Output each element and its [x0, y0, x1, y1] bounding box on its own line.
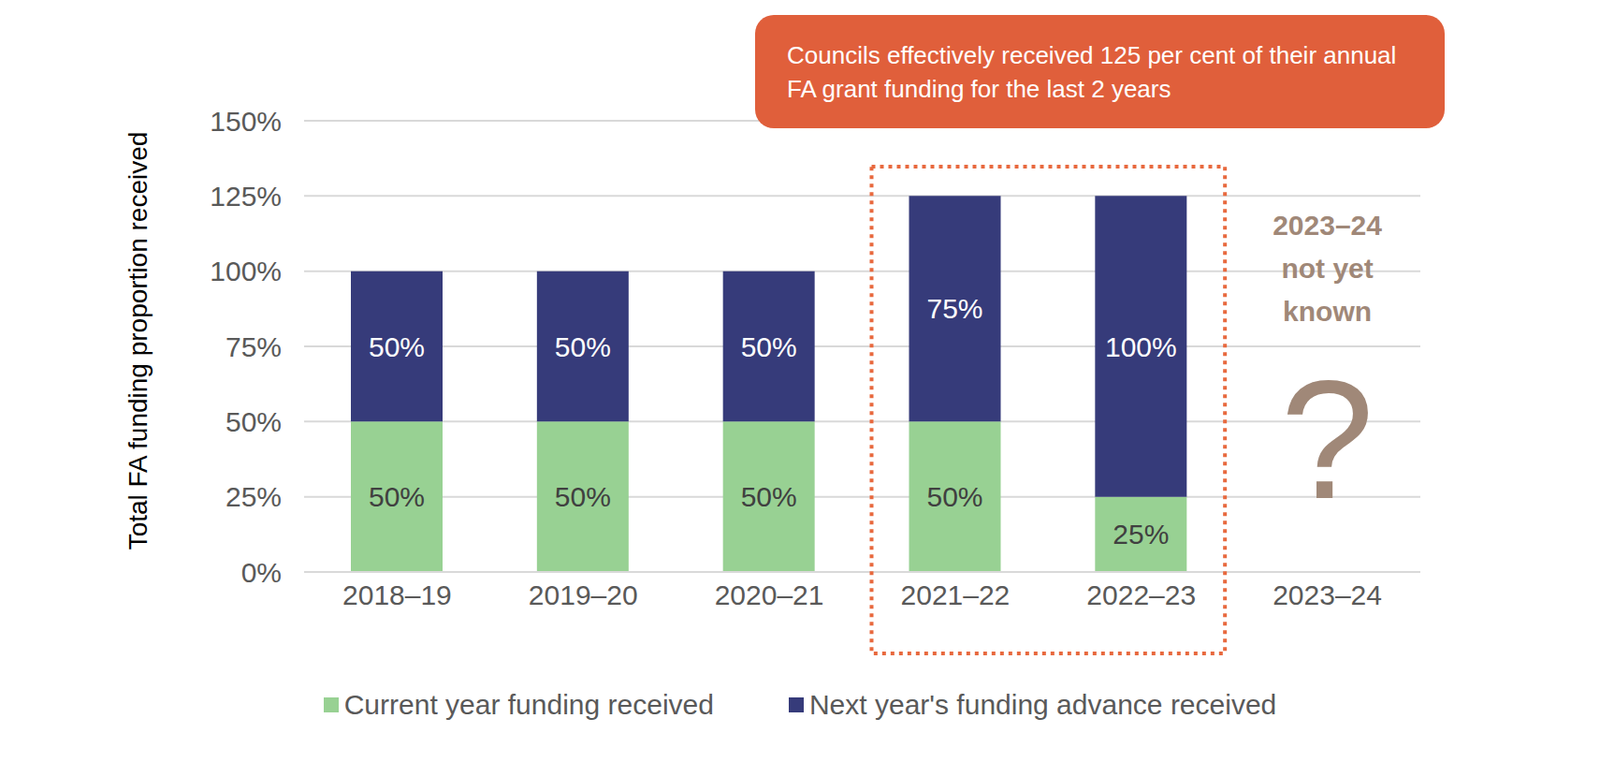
svg-text:75%: 75% — [225, 331, 282, 363]
svg-text:2020–21: 2020–21 — [714, 579, 825, 611]
html-text:2023–24 not yet known: 2023–24 not yet known — [1272, 209, 1382, 327]
svg-text:100%: 100% — [1105, 331, 1178, 363]
svg-text:150%: 150% — [209, 105, 282, 137]
svg-text:50%: 50% — [368, 331, 425, 363]
svg-text:2019–20: 2019–20 — [528, 579, 639, 611]
html-text:Current year funding received: Current year funding received — [344, 688, 714, 720]
html-text:Next year's funding advance re: Next year's funding advance received — [809, 688, 1277, 720]
svg-text:125%: 125% — [209, 180, 282, 212]
svg-text:25%: 25% — [225, 480, 282, 512]
svg-text:75%: 75% — [926, 292, 983, 324]
svg-text:50%: 50% — [554, 331, 611, 363]
svg-text:Total FA funding proportion re: Total FA funding proportion received — [123, 131, 153, 551]
svg-text:50%: 50% — [741, 480, 798, 512]
svg-text:50%: 50% — [554, 480, 611, 512]
svg-text:0%: 0% — [241, 556, 282, 588]
html-text:Councils effectively received: Councils effectively received 125 per ce… — [786, 40, 1397, 103]
svg-text:2023–24: 2023–24 — [1272, 579, 1382, 611]
svg-text:50%: 50% — [926, 480, 983, 512]
svg-text:2018–19: 2018–19 — [342, 579, 452, 611]
svg-text:100%: 100% — [209, 255, 282, 287]
svg-text:50%: 50% — [741, 331, 798, 363]
svg-text:50%: 50% — [368, 480, 425, 512]
svg-text:50%: 50% — [225, 406, 282, 437]
svg-text:25%: 25% — [1112, 518, 1169, 550]
svg-text:2021–22: 2021–22 — [901, 579, 1011, 611]
svg-text:2022–23: 2022–23 — [1086, 579, 1196, 611]
